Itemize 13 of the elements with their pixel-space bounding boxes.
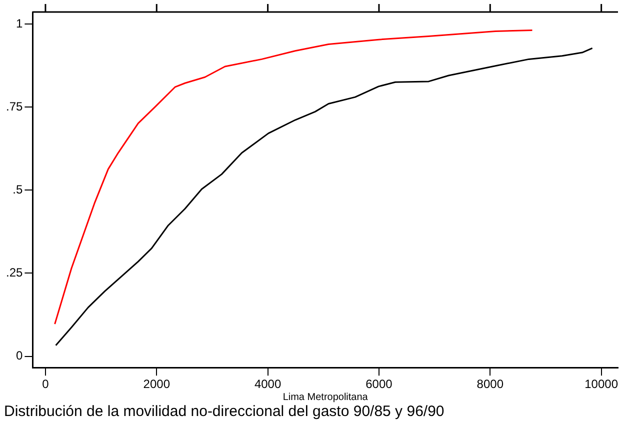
y-tick-label: .5 (12, 182, 23, 196)
y-tick-label: .25 (6, 266, 23, 280)
y-tick-label: 0 (16, 348, 23, 363)
x-tick-label: 4000 (254, 377, 282, 392)
y-tick-label: 1 (16, 16, 23, 30)
x-tick-label: 6000 (366, 377, 393, 392)
x-tick-label: 10000 (584, 377, 618, 392)
x-tick-label: 8000 (476, 377, 504, 392)
text: Distribución de la movilidad no-direccional del gasto 90/85 y 96/90 (4, 403, 444, 420)
x-tick-label: 0 (42, 377, 50, 392)
x-tick-label: 2000 (143, 377, 170, 392)
x-axis-title: Lima Metropolitana (282, 392, 368, 403)
y-tick-label: .75 (6, 99, 23, 114)
